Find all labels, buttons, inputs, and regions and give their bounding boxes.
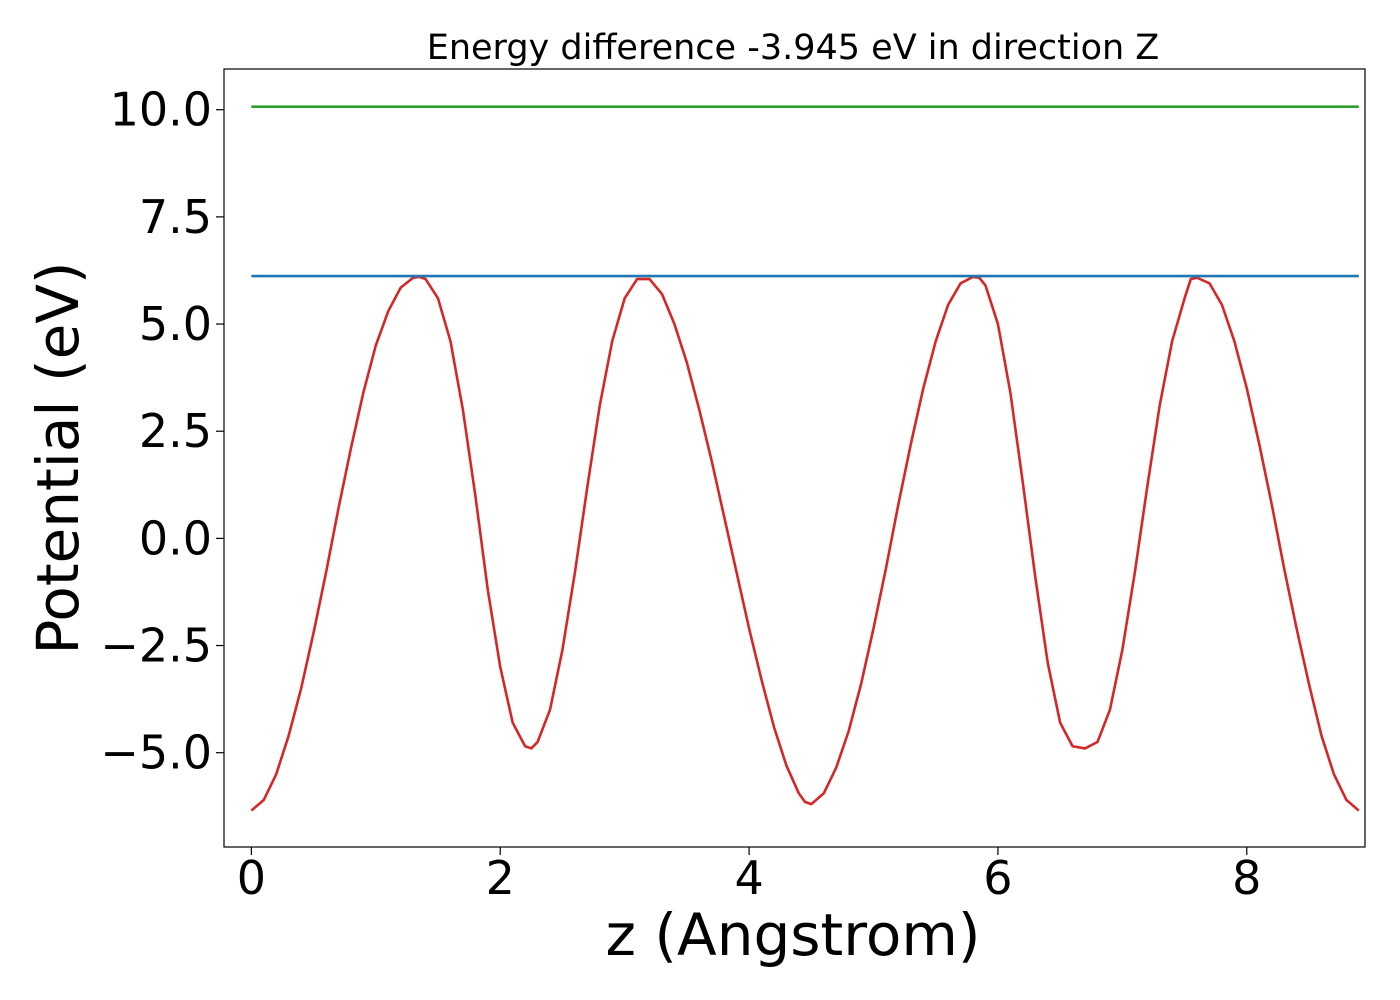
y-tick-label: 10.0 [110, 83, 212, 137]
x-tick-label: 2 [486, 851, 515, 905]
x-tick-label: 0 [237, 851, 266, 905]
x-axis: 0 2 4 6 8 [237, 847, 1261, 905]
y-tick-label: −2.5 [100, 619, 212, 673]
y-axis: 10.0 7.5 5.0 2.5 0.0 −2.5 −5.0 [100, 83, 224, 780]
y-tick-label: 7.5 [139, 190, 212, 244]
x-axis-label: z (Angstrom) [606, 901, 981, 969]
x-tick-label: 6 [983, 851, 1012, 905]
x-tick-label: 4 [734, 851, 763, 905]
y-tick-label: 2.5 [139, 404, 212, 458]
y-tick-label: 0.0 [139, 511, 212, 565]
plot-area-frame [223, 68, 1366, 848]
y-tick-label: 5.0 [139, 297, 212, 351]
x-tick-label: 8 [1232, 851, 1261, 905]
series-layer [250, 105, 1360, 812]
chart-title: Energy difference -3.945 eV in direction… [427, 28, 1160, 68]
potential-curve [250, 275, 1360, 812]
y-axis-label: Potential (eV) [24, 261, 92, 654]
y-tick-label: −5.0 [100, 726, 212, 780]
